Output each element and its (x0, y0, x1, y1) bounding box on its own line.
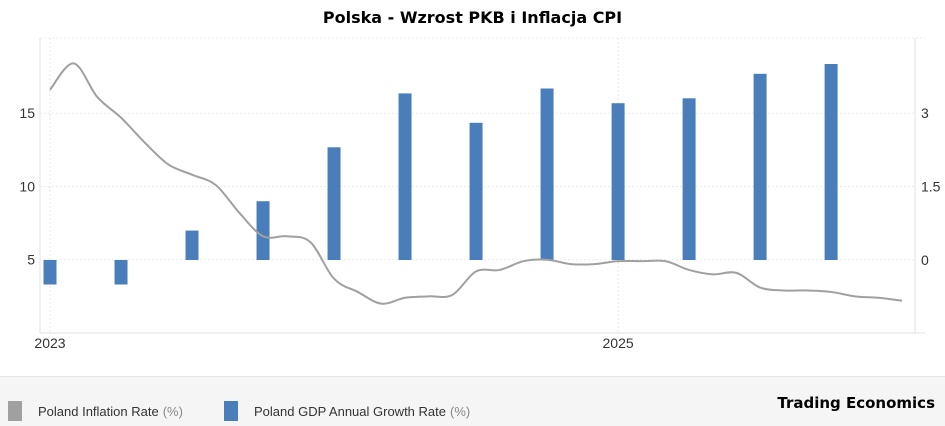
gdp-bar (398, 93, 412, 261)
x-tick-label: 2023 (34, 335, 65, 351)
gdp-bar (43, 260, 57, 285)
gdp-bar (824, 64, 838, 260)
source-brand[interactable]: Trading Economics (777, 394, 935, 412)
gdp-bar (753, 73, 767, 260)
chart-plot: 5 10 15 0 1.5 3 2023 2025 (19, 37, 941, 351)
right-tick-label: 3 (921, 105, 929, 121)
left-tick-label: 10 (19, 178, 35, 194)
legend-unit: (%) (162, 403, 183, 419)
right-tick-label: 0 (921, 252, 929, 268)
x-tick-label: 2025 (603, 335, 634, 351)
legend-label: Poland Inflation Rate (38, 403, 159, 419)
legend-item-gdp[interactable]: Poland GDP Annual Growth Rate (%) (224, 401, 470, 421)
legend: Poland Inflation Rate (%) Poland GDP Ann… (0, 376, 945, 426)
right-tick-label: 1.5 (921, 179, 941, 195)
gdp-bar (540, 88, 554, 260)
legend-item-inflation[interactable]: Poland Inflation Rate (%) (8, 401, 183, 421)
inflation-swatch (8, 401, 22, 421)
gdp-swatch (224, 401, 238, 421)
gdp-bar (611, 103, 625, 260)
left-tick-label: 15 (19, 105, 35, 121)
gdp-bar (185, 230, 199, 260)
chart-title: Polska - Wzrost PKB i Inflacja CPI (322, 8, 623, 27)
gdp-bar (256, 201, 270, 260)
legend-unit: (%) (450, 403, 471, 419)
gdp-bar (469, 122, 483, 260)
gdp-bar (114, 260, 128, 285)
gdp-bar (327, 147, 341, 260)
legend-label: Poland GDP Annual Growth Rate (254, 403, 446, 419)
inflation-line (49, 62, 903, 305)
gdp-bar (682, 98, 696, 260)
left-tick-label: 5 (27, 252, 35, 268)
